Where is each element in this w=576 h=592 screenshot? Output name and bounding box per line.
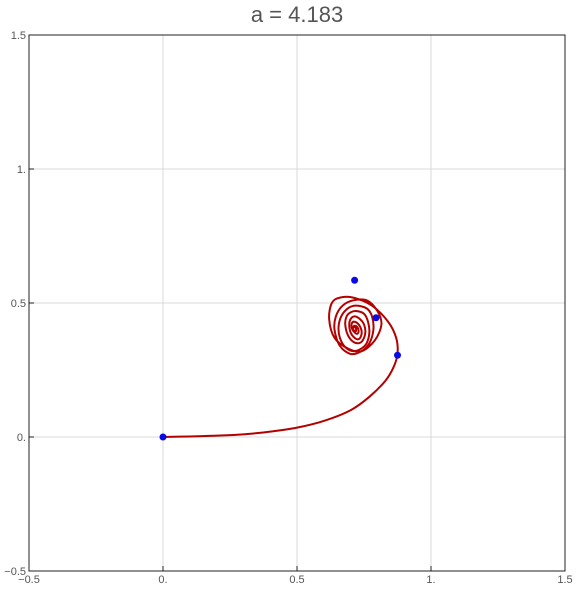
grid — [29, 35, 565, 571]
y-tick-label: −0.5 — [4, 566, 26, 578]
data-point — [351, 276, 359, 284]
x-tick-label: 1. — [426, 574, 435, 586]
y-tick-label: 0. — [17, 432, 26, 444]
data-point — [159, 433, 167, 441]
y-tick-label: 1.5 — [11, 30, 26, 42]
data-point — [394, 351, 401, 359]
chart-title: a = 4.183 — [251, 2, 343, 27]
data-point — [372, 314, 380, 322]
y-tick-label: 0.5 — [11, 298, 26, 310]
points-group — [159, 276, 401, 441]
x-tick-label: 0.5 — [289, 574, 304, 586]
x-tick-label: −0.5 — [18, 574, 40, 586]
axis-ticks: −0.5 0. 0.5 1. 1.5 −0.5 0. 0.5 1. 1.5 — [4, 30, 572, 586]
x-tick-label: 1.5 — [557, 574, 572, 586]
y-tick-label: 1. — [17, 164, 26, 176]
series-group — [162, 295, 399, 438]
spiral-curve — [162, 295, 399, 438]
x-tick-label: 0. — [158, 574, 167, 586]
